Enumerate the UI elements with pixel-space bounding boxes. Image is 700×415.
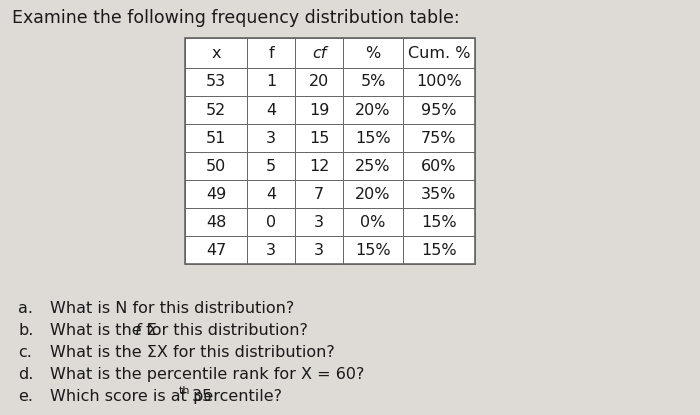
Text: d.: d. xyxy=(18,366,34,381)
Bar xyxy=(343,124,403,152)
Text: 15%: 15% xyxy=(421,215,457,229)
Text: 7: 7 xyxy=(314,186,324,202)
Text: 75%: 75% xyxy=(421,130,456,146)
Bar xyxy=(185,236,247,264)
Bar xyxy=(343,68,403,96)
Bar xyxy=(295,68,343,96)
Text: 35%: 35% xyxy=(421,186,456,202)
Bar xyxy=(403,96,475,124)
Bar xyxy=(247,124,295,152)
Bar xyxy=(295,38,343,68)
Text: 5%: 5% xyxy=(360,75,386,90)
Bar xyxy=(403,236,475,264)
Text: 12: 12 xyxy=(309,159,329,173)
Bar xyxy=(185,38,247,68)
Text: What is the Σ: What is the Σ xyxy=(50,322,157,337)
Bar xyxy=(343,208,403,236)
Bar xyxy=(185,96,247,124)
Text: 5: 5 xyxy=(266,159,276,173)
Bar xyxy=(185,152,247,180)
Text: 0%: 0% xyxy=(360,215,386,229)
Text: a.: a. xyxy=(18,300,33,315)
Bar xyxy=(403,68,475,96)
Text: 49: 49 xyxy=(206,186,226,202)
Text: What is N for this distribution?: What is N for this distribution? xyxy=(50,300,294,315)
Text: Which score is at 35: Which score is at 35 xyxy=(50,388,212,403)
Text: 25%: 25% xyxy=(355,159,391,173)
Bar xyxy=(295,236,343,264)
Bar xyxy=(247,68,295,96)
Bar xyxy=(343,38,403,68)
Bar xyxy=(247,38,295,68)
Text: 3: 3 xyxy=(266,242,276,257)
Text: 53: 53 xyxy=(206,75,226,90)
Text: 52: 52 xyxy=(206,103,226,117)
Bar xyxy=(403,180,475,208)
Text: 48: 48 xyxy=(206,215,226,229)
Bar xyxy=(185,38,475,264)
Bar xyxy=(247,180,295,208)
Text: What is the ΣX for this distribution?: What is the ΣX for this distribution? xyxy=(50,344,335,359)
Bar xyxy=(247,152,295,180)
Text: for this distribution?: for this distribution? xyxy=(141,322,308,337)
Text: b.: b. xyxy=(18,322,34,337)
Bar xyxy=(247,236,295,264)
Bar xyxy=(295,180,343,208)
Bar xyxy=(185,180,247,208)
Bar xyxy=(403,152,475,180)
Bar xyxy=(343,96,403,124)
Text: Examine the following frequency distribution table:: Examine the following frequency distribu… xyxy=(12,9,460,27)
Text: 1: 1 xyxy=(266,75,276,90)
Text: 4: 4 xyxy=(266,186,276,202)
Bar xyxy=(185,68,247,96)
Bar xyxy=(343,236,403,264)
Text: 15%: 15% xyxy=(421,242,457,257)
Bar xyxy=(247,96,295,124)
Text: th: th xyxy=(178,386,190,396)
Text: 15%: 15% xyxy=(355,130,391,146)
Text: 3: 3 xyxy=(266,130,276,146)
Text: 20%: 20% xyxy=(355,103,391,117)
Bar xyxy=(295,152,343,180)
Text: 20: 20 xyxy=(309,75,329,90)
Bar xyxy=(295,124,343,152)
Bar xyxy=(343,180,403,208)
Bar xyxy=(295,208,343,236)
Text: c.: c. xyxy=(18,344,32,359)
Text: 60%: 60% xyxy=(421,159,456,173)
Text: 4: 4 xyxy=(266,103,276,117)
Text: cf: cf xyxy=(312,46,326,61)
Bar xyxy=(247,208,295,236)
Text: 100%: 100% xyxy=(416,75,462,90)
Text: 3: 3 xyxy=(314,242,324,257)
Text: 95%: 95% xyxy=(421,103,456,117)
Text: 0: 0 xyxy=(266,215,276,229)
Bar xyxy=(185,124,247,152)
Bar xyxy=(403,124,475,152)
Text: %: % xyxy=(365,46,381,61)
Text: 50: 50 xyxy=(206,159,226,173)
Bar xyxy=(403,208,475,236)
Text: What is the percentile rank for X = 60?: What is the percentile rank for X = 60? xyxy=(50,366,365,381)
Bar xyxy=(403,38,475,68)
Text: Cum. %: Cum. % xyxy=(407,46,470,61)
Text: 15%: 15% xyxy=(355,242,391,257)
Bar xyxy=(185,208,247,236)
Text: 15: 15 xyxy=(309,130,329,146)
Bar xyxy=(343,152,403,180)
Text: 19: 19 xyxy=(309,103,329,117)
Text: e.: e. xyxy=(18,388,33,403)
Text: percentile?: percentile? xyxy=(188,388,282,403)
Text: 51: 51 xyxy=(206,130,226,146)
Text: 47: 47 xyxy=(206,242,226,257)
Text: 3: 3 xyxy=(314,215,324,229)
Text: f: f xyxy=(134,322,140,337)
Text: 20%: 20% xyxy=(355,186,391,202)
Text: f: f xyxy=(268,46,274,61)
Text: x: x xyxy=(211,46,220,61)
Bar xyxy=(295,96,343,124)
